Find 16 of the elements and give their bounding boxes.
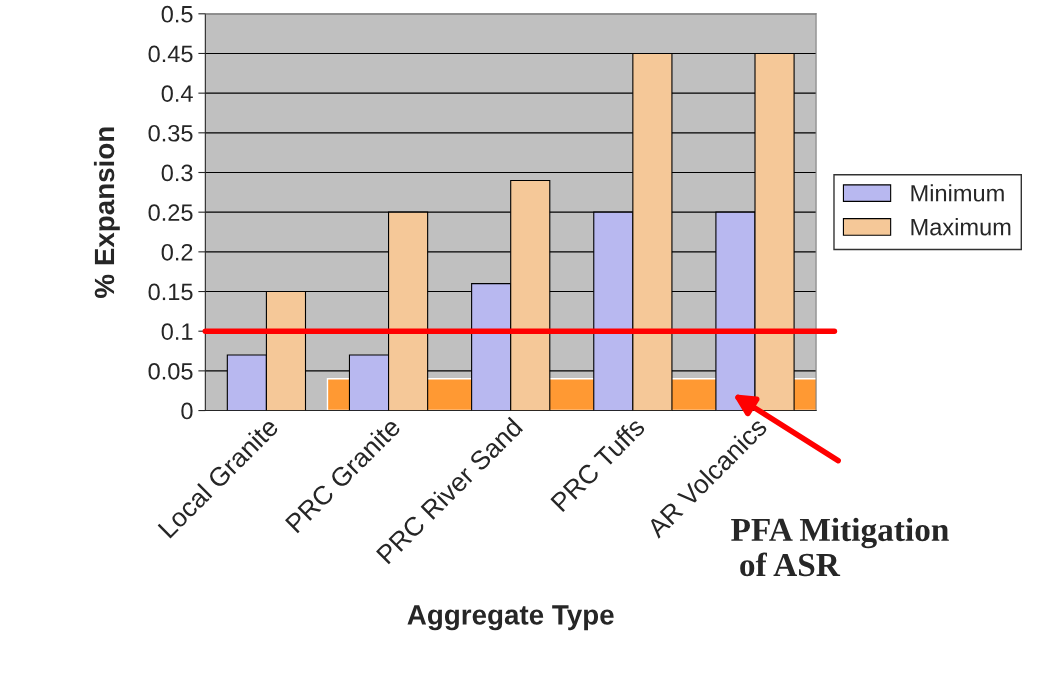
y-tick-label: 0.45	[148, 45, 193, 63]
y-tick-label: 0.05	[148, 362, 193, 380]
text: PFA Mitigation of ASR	[731, 517, 949, 577]
legend-label: Minimum	[911, 184, 1004, 202]
y-tick-label: 0.3	[161, 164, 193, 182]
y-tick-label: 0.35	[148, 124, 193, 142]
y-tick-label: 0.15	[148, 283, 193, 301]
legend-label: Maximum	[911, 218, 1011, 236]
x-axis-title: Aggregate Type	[407, 605, 614, 631]
y-tick-label: 0.25	[148, 204, 193, 221]
y-tick-label: 0.1	[161, 323, 193, 340]
y-tick-label: 0.4	[161, 85, 193, 102]
y-tick-label: 0	[181, 402, 193, 420]
y-tick-label: 0.5	[161, 5, 193, 23]
y-axis-title: % Expansion	[93, 127, 120, 298]
y-tick-label: 0.2	[161, 243, 193, 261]
